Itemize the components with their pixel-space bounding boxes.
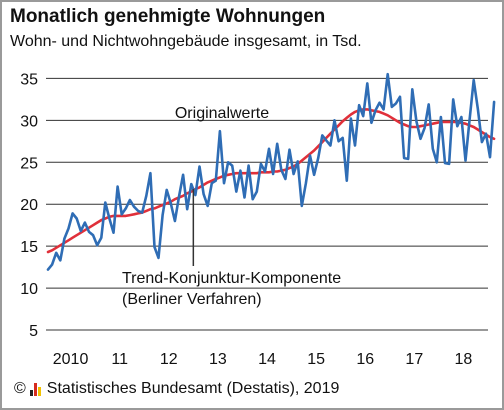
annotation-berliner-verfahren: (Berliner Verfahren) — [122, 291, 262, 308]
y-tick-label: 15 — [20, 239, 38, 256]
annotation-trend-component: Trend-Konjunktur-Komponente — [122, 270, 341, 287]
copyright-symbol: © — [14, 380, 26, 397]
y-tick-label: 25 — [20, 155, 38, 172]
y-tick-label: 20 — [20, 197, 38, 214]
x-axis-tick-labels: 2010 11 12 13 14 15 16 17 18 — [53, 351, 473, 368]
annotation-original-values: Originalwerte — [175, 105, 269, 122]
series-lines — [46, 72, 496, 271]
x-tick-label: 18 — [455, 351, 473, 368]
x-tick-label: 11 — [111, 351, 128, 368]
logo-bar — [29, 389, 33, 396]
annotations: Originalwerte Trend-Konjunktur-Komponente… — [122, 105, 341, 308]
trend-component-line — [46, 108, 496, 254]
x-tick-label: 2010 — [53, 351, 89, 368]
chart-subtitle: Wohn- und Nichtwohngebäude insgesamt, in… — [10, 33, 362, 50]
source-text: Statistisches Bundesamt (Destatis), 2019 — [46, 380, 340, 397]
chart-title: Monatlich genehmigte Wohnungen — [10, 6, 326, 27]
original-values-line — [46, 72, 496, 271]
x-tick-label: 16 — [356, 351, 374, 368]
y-axis-tick-labels: 5 10 15 20 25 30 35 — [20, 71, 38, 340]
x-tick-label: 12 — [160, 351, 178, 368]
y-tick-label: 35 — [20, 71, 38, 88]
y-tick-label: 5 — [29, 323, 38, 340]
y-tick-label: 30 — [20, 113, 38, 130]
y-tick-label: 10 — [20, 281, 38, 298]
x-tick-label: 17 — [405, 351, 423, 368]
logo-bar — [33, 382, 37, 396]
gridlines — [46, 77, 488, 331]
x-tick-label: 15 — [307, 351, 325, 368]
destatis-logo-icon — [29, 382, 42, 396]
x-tick-label: 13 — [209, 351, 227, 368]
x-tick-label: 14 — [258, 351, 276, 368]
logo-bar — [37, 386, 41, 396]
source-footer: © Statistisches Bundesamt (Destatis), 20… — [14, 380, 339, 398]
